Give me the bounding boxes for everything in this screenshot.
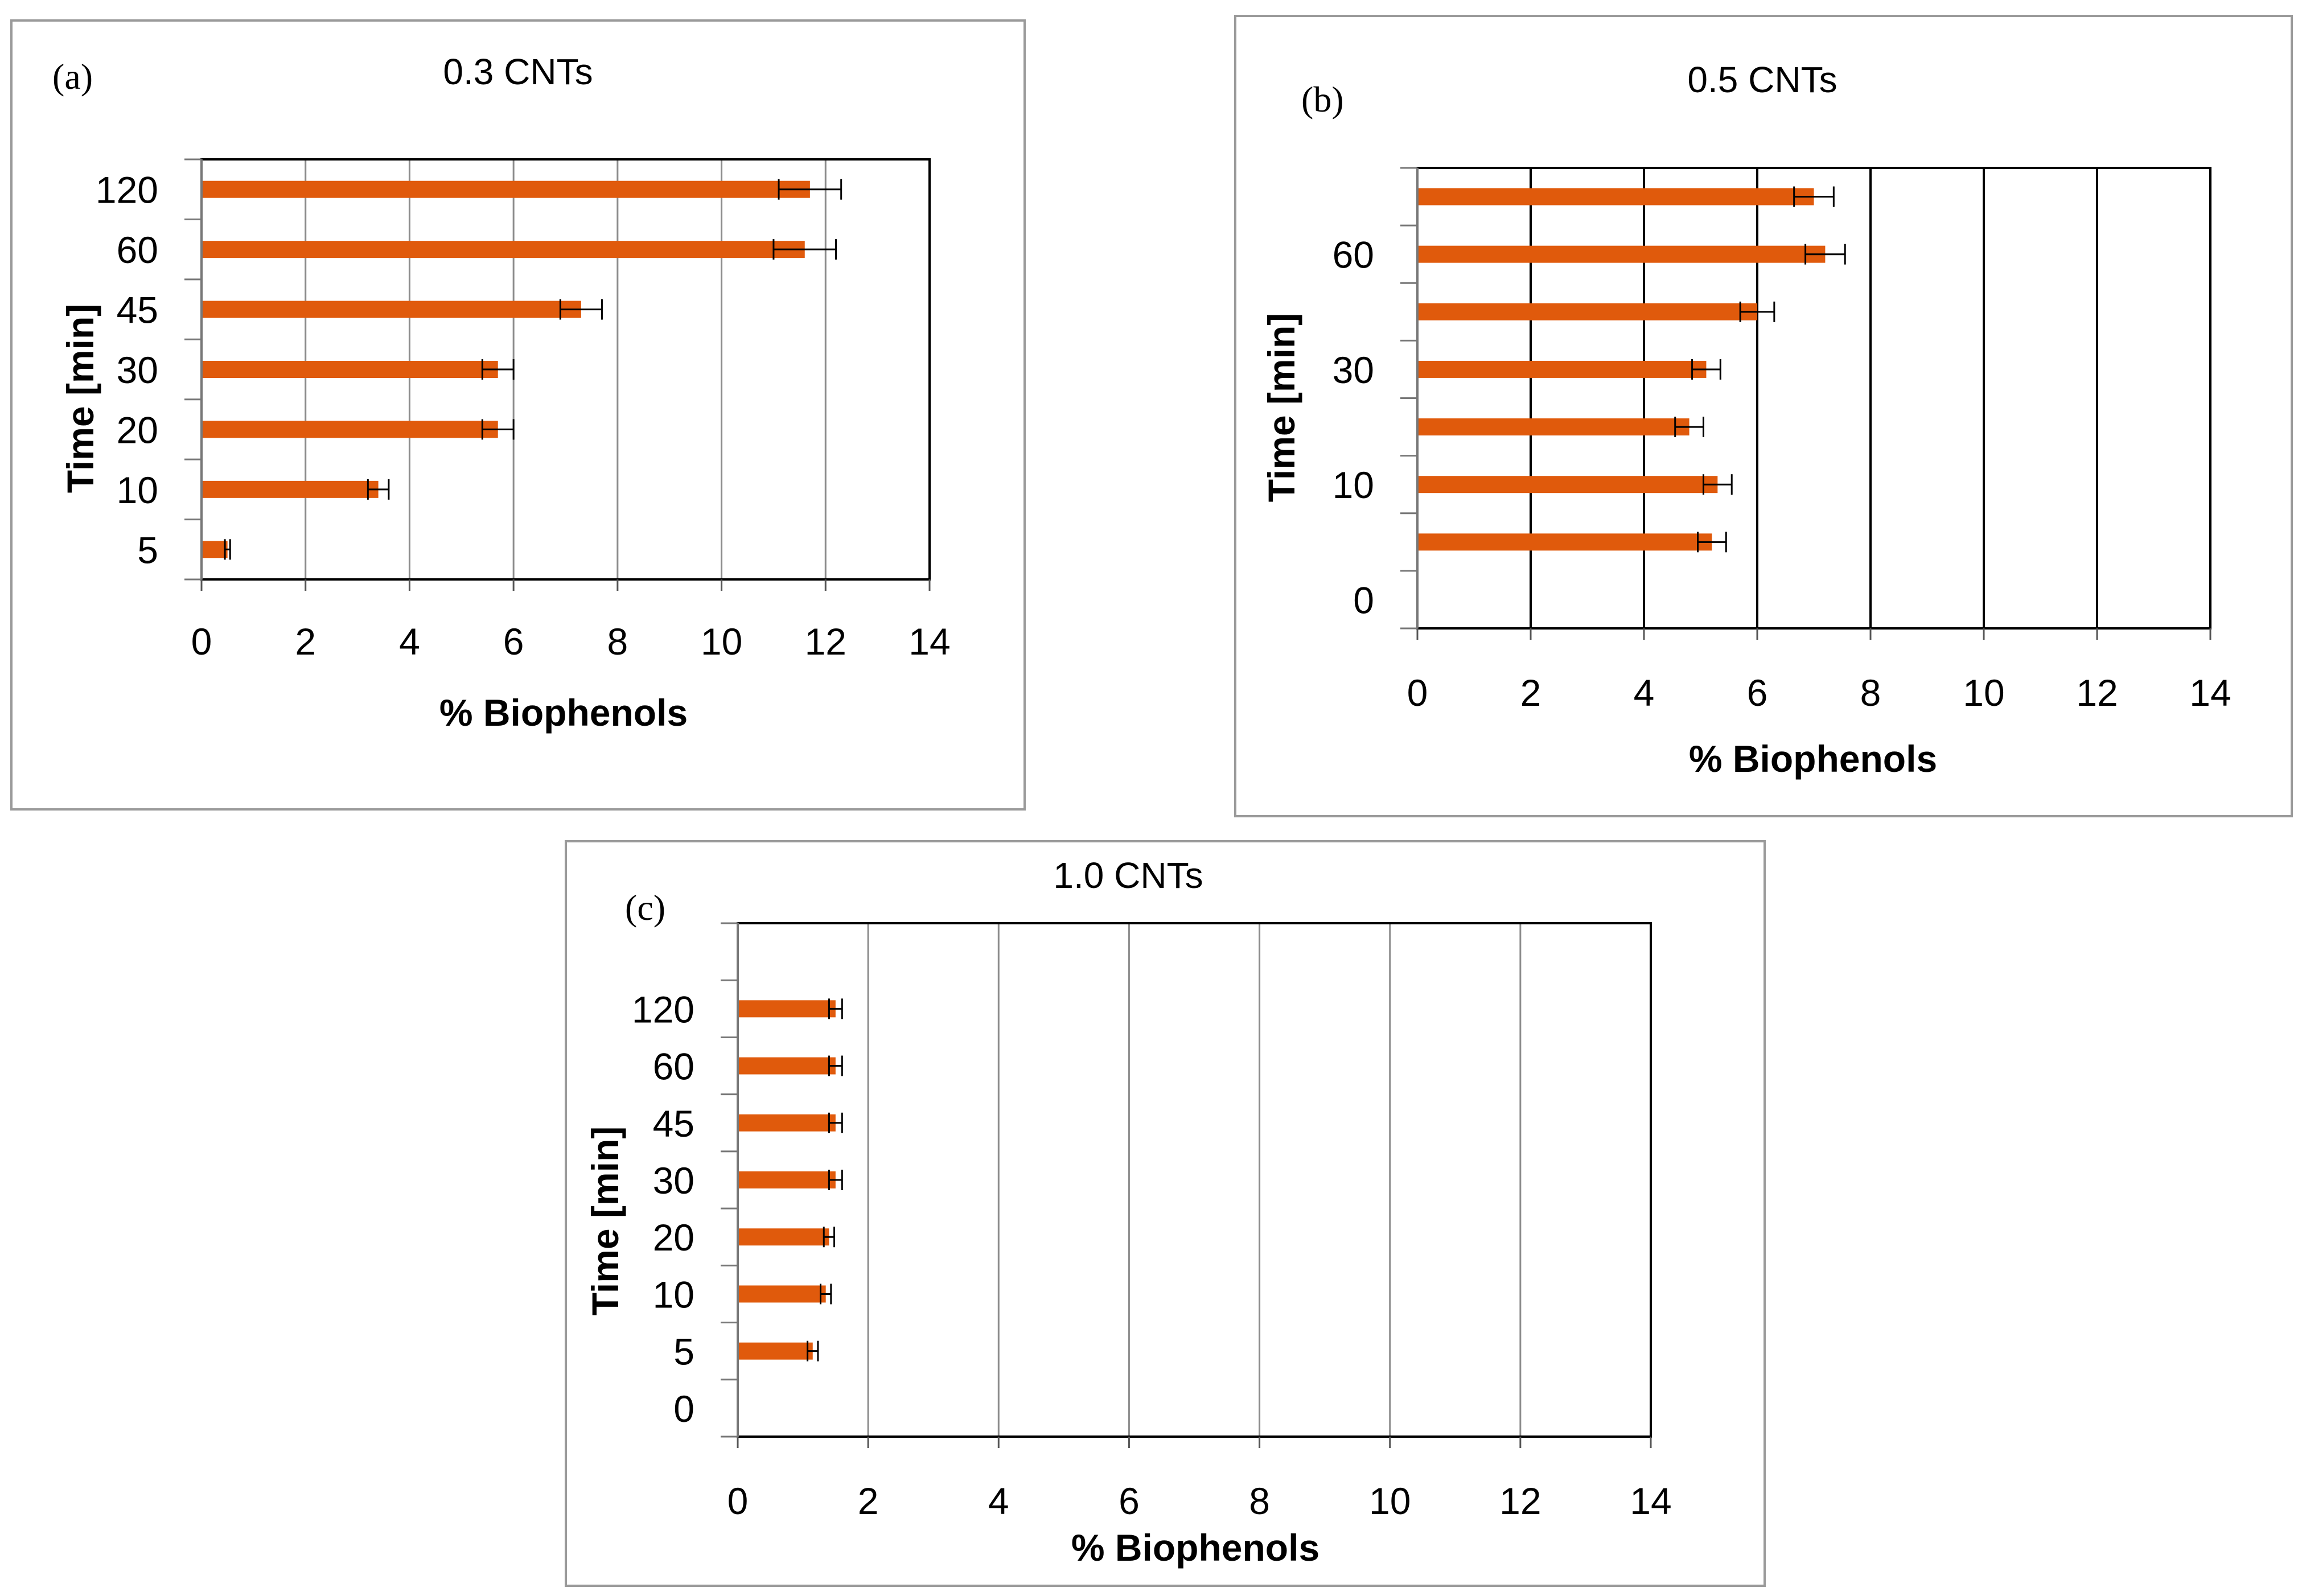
panel-a-y-ticks: 120 60 45 30 20 10 5 [96, 158, 202, 581]
x-tick-label: 6 [503, 620, 524, 663]
y-tick-label: 60 [117, 229, 158, 271]
x-tick-label: 4 [1634, 672, 1655, 714]
x-tick-label: 2 [1520, 672, 1541, 714]
x-tick-label: 4 [988, 1480, 1009, 1522]
bar [739, 1228, 829, 1246]
panel-c-bars [739, 998, 843, 1361]
x-tick-label: 0 [191, 620, 212, 663]
x-tick-label: 6 [1119, 1480, 1140, 1522]
bar [739, 1000, 836, 1018]
x-tick-label: 8 [1860, 672, 1881, 714]
x-tick-label: 6 [1747, 672, 1768, 714]
x-tick-label: 12 [805, 620, 846, 663]
x-tick-label: 4 [399, 620, 420, 663]
bar [1419, 418, 1689, 436]
y-tick-label: 5 [137, 529, 158, 571]
x-tick-label: 10 [1369, 1480, 1411, 1522]
panel-c-frame [565, 840, 1766, 1587]
bar [203, 361, 498, 378]
panel-c-y-axis-label: Time [min] [584, 1126, 626, 1315]
bar [203, 421, 498, 438]
panel-c-letter: (c) [625, 887, 665, 928]
panel-a-y-axis-label: Time [min] [59, 304, 101, 493]
y-tick-label: 10 [117, 469, 158, 511]
panel-c-gridlines [737, 922, 1652, 1438]
bar [739, 1342, 813, 1360]
x-tick-label: 14 [2189, 672, 2231, 714]
panel-c-title: 1.0 CNTs [1053, 855, 1203, 896]
panel-b-frame [1234, 15, 2293, 817]
panel-a: (a) 0.3 CNTs 0 2 4 6 8 10 12 14 12060453020105 … [10, 19, 1026, 811]
bar [739, 1114, 836, 1132]
panel-b-title: 0.5 CNTs [1687, 59, 1837, 100]
y-tick-label: 120 [632, 988, 694, 1030]
bar [739, 1057, 836, 1075]
panel-b-y-ticks: 60 30 10 0 [1333, 167, 1417, 630]
panel-c-y-ticks: 120 60 45 30 20 10 5 0 [632, 922, 738, 1438]
panel-a-title: 0.3 CNTs [443, 51, 593, 92]
panel-a-x-ticks: 0 2 4 6 8 10 12 14 [191, 579, 951, 663]
x-tick-label: 8 [1249, 1480, 1270, 1522]
panel-a-bars [203, 179, 842, 560]
x-tick-label: 2 [858, 1480, 879, 1522]
panel-b-x-ticks: 0 2 4 6 8 10 12 14 [1407, 628, 2231, 714]
y-tick-label: 45 [117, 289, 158, 331]
panel-c: (c) 1.0 CNTs 0 2 4 6 8 10 12 14 120 60 45 30 20 10 5 0… [565, 840, 1766, 1587]
panel-a-x-axis-label: % Biophenols [439, 692, 688, 734]
y-tick-label: 0 [1353, 579, 1374, 621]
panel-b: (b) 0.5 CNTs 0 2 4 6 8 10 12 14 60 30 10 0 % Bioph… [1234, 15, 2293, 817]
y-tick-label: 20 [653, 1216, 694, 1258]
panel-a-frame [10, 19, 1026, 811]
panel-a-letter: (a) [52, 56, 93, 97]
bar [1419, 476, 1718, 493]
y-tick-label: 120 [96, 169, 158, 211]
bar [1419, 533, 1712, 551]
x-tick-label: 2 [295, 620, 316, 663]
bar [203, 180, 810, 198]
x-tick-label: 12 [1499, 1480, 1541, 1522]
bar [739, 1171, 836, 1188]
panel-c-x-axis-label: % Biophenols [1071, 1527, 1319, 1569]
panel-b-gridlines [1416, 167, 2211, 630]
y-tick-label: 30 [653, 1159, 694, 1202]
bar [1419, 303, 1757, 320]
y-tick-label: 0 [673, 1388, 694, 1430]
panel-b-y-axis-label: Time [min] [1260, 313, 1302, 502]
x-tick-label: 14 [909, 620, 950, 663]
panel-c-x-ticks: 0 2 4 6 8 10 12 14 [727, 1437, 1672, 1522]
bar [203, 241, 805, 258]
panel-b-bars [1419, 186, 1846, 553]
bar [1419, 360, 1707, 378]
y-tick-label: 45 [653, 1103, 694, 1145]
bar [1419, 245, 1826, 263]
bar [1419, 188, 1814, 205]
x-tick-label: 14 [1630, 1480, 1671, 1522]
bar [203, 301, 581, 318]
panel-b-letter: (b) [1301, 79, 1344, 120]
x-tick-label: 12 [2076, 672, 2118, 714]
y-tick-label: 5 [673, 1331, 694, 1373]
panel-b-x-axis-label: % Biophenols [1689, 738, 1937, 780]
x-tick-label: 10 [701, 620, 742, 663]
x-tick-label: 0 [1407, 672, 1428, 714]
bar [203, 541, 228, 558]
x-tick-label: 0 [727, 1480, 749, 1522]
y-tick-label: 30 [1333, 349, 1374, 391]
bar [203, 480, 379, 498]
bar [739, 1285, 826, 1303]
y-tick-label: 10 [1333, 464, 1374, 506]
y-tick-label: 60 [653, 1046, 694, 1088]
x-tick-label: 10 [1963, 672, 2004, 714]
y-tick-label: 10 [653, 1273, 694, 1315]
y-tick-label: 30 [117, 349, 158, 391]
y-tick-label: 20 [117, 409, 158, 451]
y-tick-label: 60 [1333, 234, 1374, 276]
x-tick-label: 8 [607, 620, 628, 663]
